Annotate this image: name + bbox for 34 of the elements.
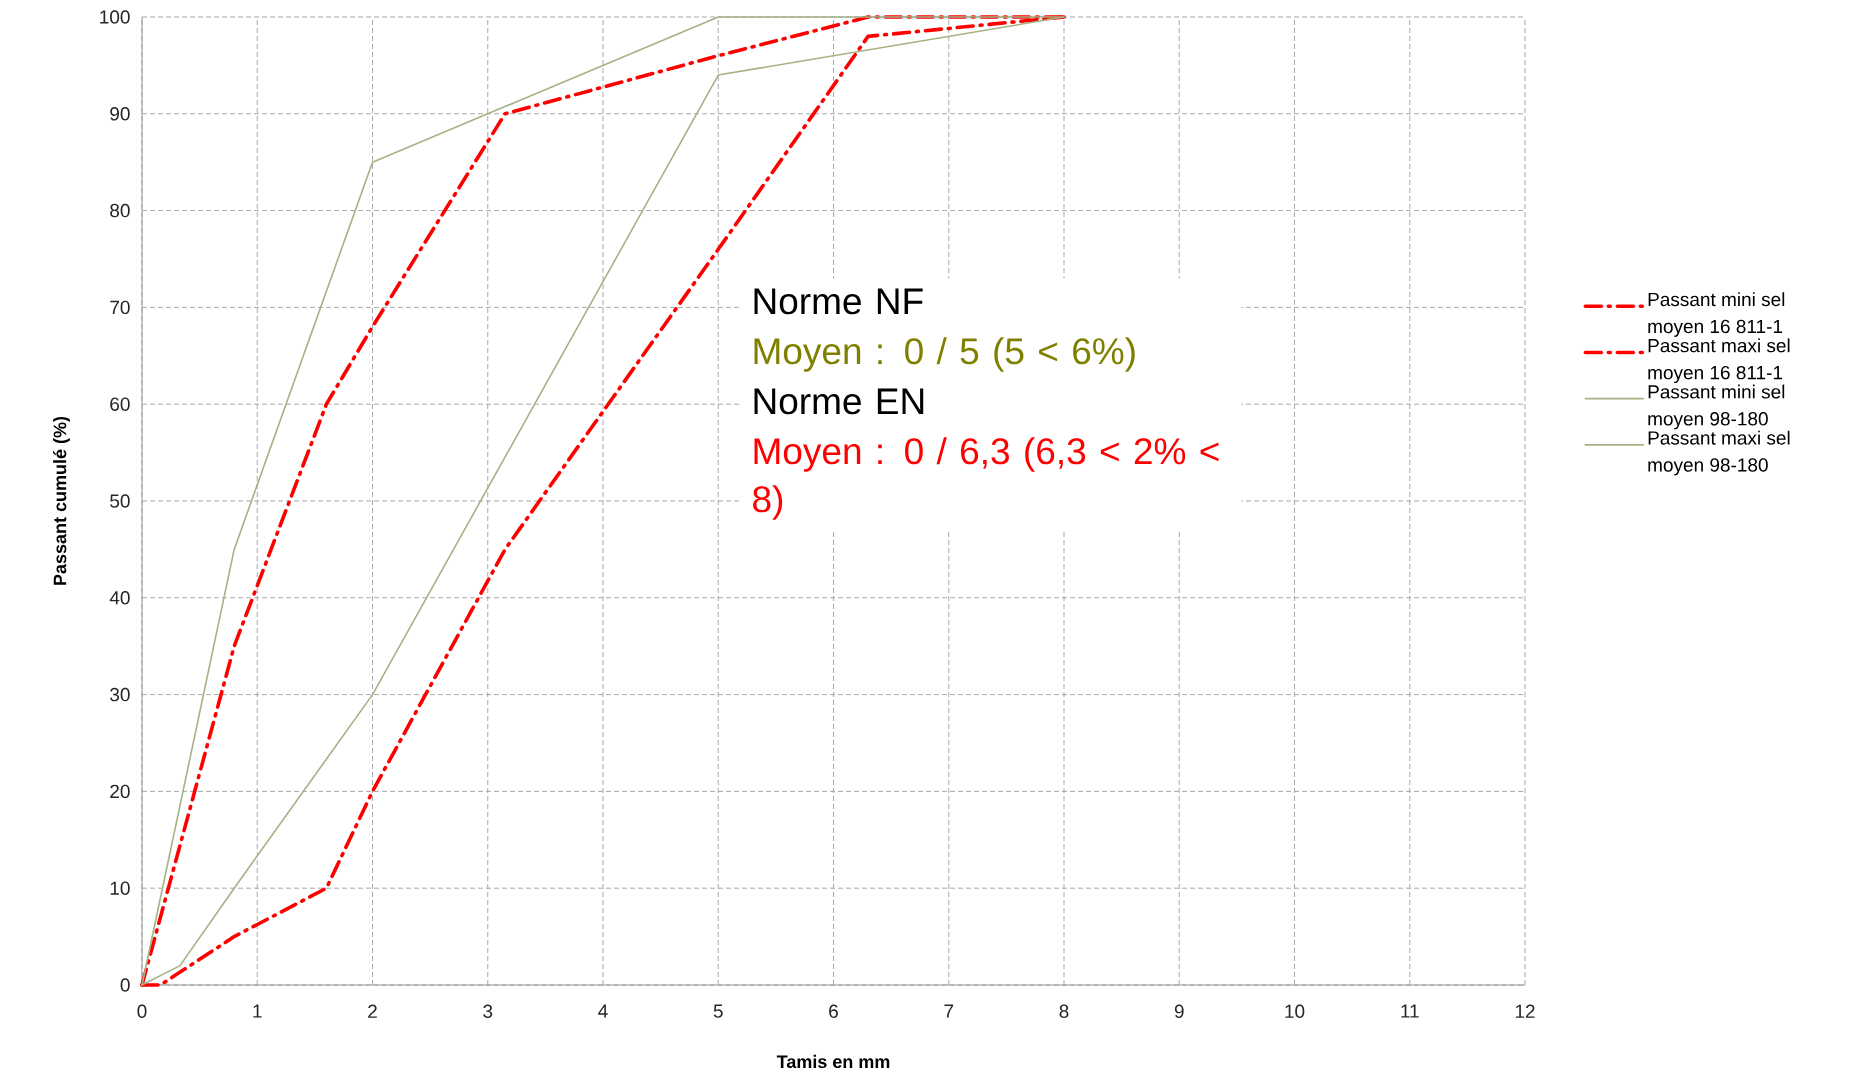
- annotation: Norme NF: [754, 288, 923, 315]
- x-tick-label: 6: [829, 1004, 838, 1018]
- x-tick-label: 11: [1401, 1004, 1419, 1018]
- x-tick-label: 12: [1515, 1004, 1535, 1018]
- x-tick-label: 4: [598, 1004, 608, 1018]
- y-tick-label: 100: [100, 10, 130, 24]
- annotation: Moyen : 0 / 5 (5 < 6%): [754, 337, 1135, 372]
- y-tick-label: 20: [110, 784, 130, 799]
- y-tick-label: 70: [110, 300, 130, 315]
- y-tick-label: 50: [110, 494, 130, 508]
- legend-label: Passant maxi sel moyen 16 811-1: [1648, 338, 1790, 384]
- y-tick-label: 30: [110, 687, 130, 702]
- x-tick-label: 9: [1174, 1004, 1184, 1018]
- legend-label: Passant mini sel moyen 98-180: [1648, 384, 1785, 430]
- x-tick-label: 8: [1059, 1004, 1069, 1018]
- x-tick-label: 10: [1285, 1004, 1305, 1018]
- x-tick-label: 7: [944, 1004, 954, 1018]
- y-tick-label: 80: [110, 203, 130, 218]
- x-tick-label: 2: [368, 1004, 377, 1018]
- annotation: Norme EN: [754, 388, 924, 415]
- y-tick-label: 10: [110, 881, 130, 895]
- legend-label: Passant maxi sel moyen 98-180: [1648, 430, 1790, 476]
- x-tick-label: 1: [253, 1004, 262, 1018]
- y-tick-label: 40: [109, 591, 130, 605]
- legend-label: Passant mini sel moyen 16 811-1: [1648, 292, 1785, 337]
- y-tick-label: 0: [120, 978, 130, 992]
- annotation: Moyen : 0 / 6,3 (6,3 < 2% < 8): [753, 437, 1219, 520]
- x-axis-title: Tamis en mm: [776, 1054, 890, 1069]
- x-tick-label: 3: [483, 1004, 493, 1018]
- y-tick-label: 90: [110, 107, 130, 121]
- x-tick-label: 5: [713, 1004, 723, 1018]
- y-axis-title: Passant cumulé (%): [52, 416, 70, 585]
- x-tick-label: 0: [137, 1004, 147, 1018]
- y-tick-label: 60: [110, 397, 130, 411]
